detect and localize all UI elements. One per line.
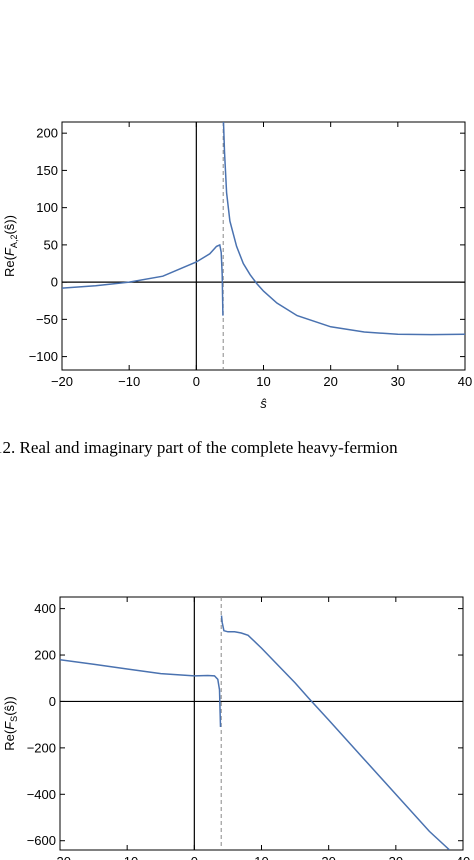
- x-tick-label: 20: [323, 374, 337, 389]
- x-axis-label: ŝ: [260, 396, 267, 411]
- y-tick-label: 150: [36, 163, 58, 178]
- chart-re-fa2: −20 −10 0 10 20 30 40−100−50050100150200Re(FA,…: [2, 121, 472, 411]
- x-tick-label: 40: [456, 854, 470, 860]
- y-tick-label: −200: [27, 740, 56, 755]
- y-tick-label: 0: [49, 694, 56, 709]
- chart-re-fs: −20 −10 0 10 20 30 40 −600 −400 −200 0 200 400 Re(FS(…: [2, 596, 470, 860]
- y-tick-label: −400: [27, 787, 56, 802]
- plot-frame: [61, 121, 466, 371]
- plot-frame: [59, 596, 464, 851]
- series-line: [60, 658, 222, 728]
- figure-caption: 12. Real and imaginary part of the compl…: [0, 438, 398, 457]
- y-tick-label: 100: [36, 200, 58, 215]
- series-line: [222, 122, 465, 336]
- x-tick-label: −10: [116, 854, 138, 860]
- y-axis-label: Re(FA,2(ŝ)): [2, 215, 19, 277]
- y-tick-label: 50: [44, 237, 58, 252]
- x-tick-label: 10: [254, 854, 268, 860]
- y-tick-label: 0: [51, 275, 58, 290]
- y-tick-label: −50: [36, 312, 58, 327]
- x-tick-label: −20: [51, 374, 73, 389]
- y-tick-label: −100: [29, 349, 58, 364]
- y-tick-label: 200: [34, 648, 56, 663]
- x-tick-label: −20: [49, 854, 71, 860]
- y-tick-label: 200: [36, 126, 58, 141]
- x-tick-label: 40: [458, 374, 472, 389]
- x-tick-label: 20: [321, 854, 335, 860]
- y-tick-label: 400: [34, 601, 56, 616]
- series-line: [220, 615, 451, 850]
- x-tick-label: 30: [389, 854, 403, 860]
- x-tick-label: 30: [391, 374, 405, 389]
- x-tick-label: 0: [193, 374, 200, 389]
- series-line: [62, 243, 224, 316]
- y-axis-label: Re(FS(ŝ)): [2, 696, 19, 750]
- x-tick-label: −10: [118, 374, 140, 389]
- x-tick-label: 0: [191, 854, 198, 860]
- x-tick-label: 10: [256, 374, 270, 389]
- y-tick-label: −600: [27, 833, 56, 848]
